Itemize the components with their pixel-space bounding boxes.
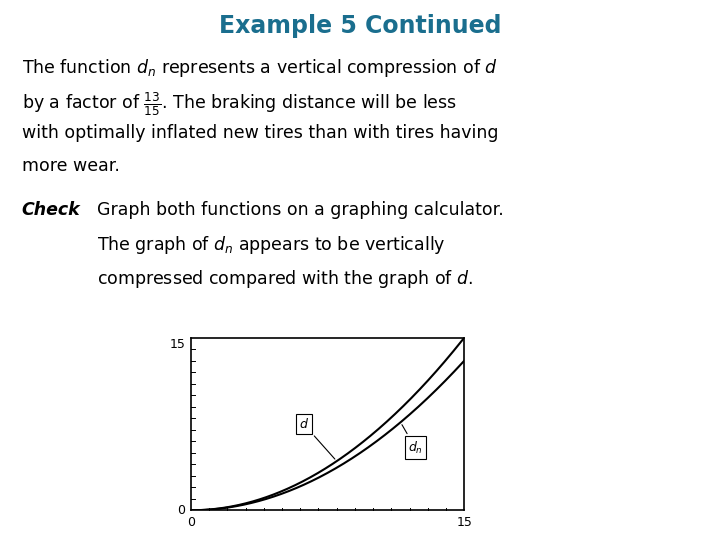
Text: The graph of $d_n$ appears to be vertically: The graph of $d_n$ appears to be vertica… [97,234,446,256]
Text: compressed compared with the graph of $d$.: compressed compared with the graph of $d… [97,268,474,289]
Text: 0: 0 [177,504,185,517]
Text: 15: 15 [456,516,472,529]
Text: more wear.: more wear. [22,157,120,175]
Text: Graph both functions on a graphing calculator.: Graph both functions on a graphing calcu… [97,201,504,219]
Text: Check: Check [22,201,80,219]
Text: 0: 0 [186,516,195,529]
Text: 15: 15 [169,338,185,350]
Text: with optimally inflated new tires than with tires having: with optimally inflated new tires than w… [22,124,498,141]
Text: $d_n$: $d_n$ [402,424,423,456]
Text: by a factor of $\frac{13}{15}$. The braking distance will be less: by a factor of $\frac{13}{15}$. The brak… [22,90,456,118]
Text: The function $d_n$ represents a vertical compression of $d$: The function $d_n$ represents a vertical… [22,57,498,79]
Text: Example 5 Continued: Example 5 Continued [219,14,501,37]
Text: $d$: $d$ [299,417,335,459]
